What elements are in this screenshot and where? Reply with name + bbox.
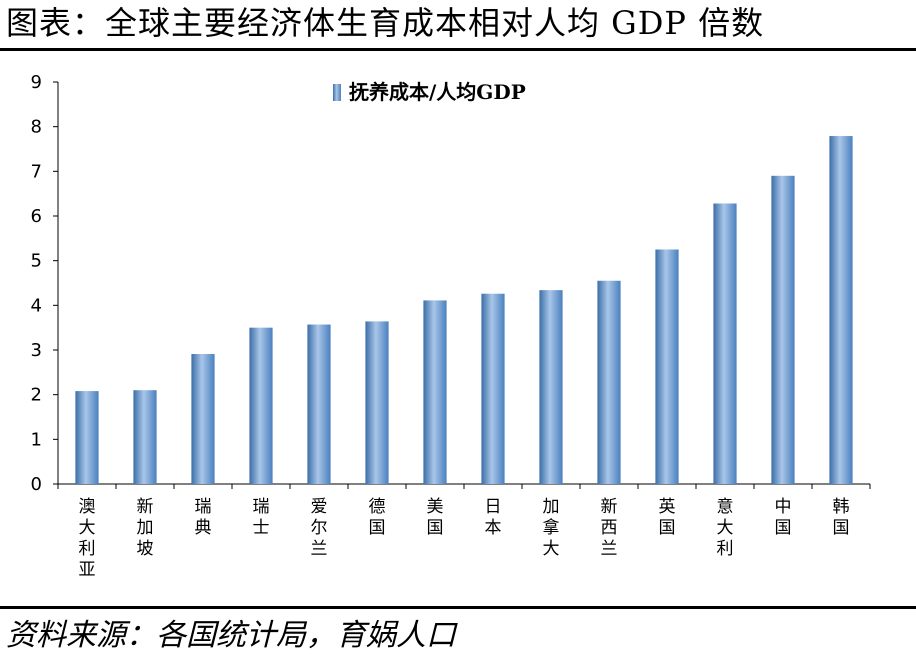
y-tick-label: 1 <box>31 429 42 450</box>
x-tick-label: 意大利 <box>717 497 734 559</box>
x-tick-label: 美国 <box>427 497 444 538</box>
bar <box>423 300 447 484</box>
y-tick-label: 3 <box>31 340 42 361</box>
bar <box>191 354 215 484</box>
legend-label: 抚养成本/人均GDP <box>349 80 526 104</box>
bar <box>307 324 331 484</box>
top-rule <box>0 48 916 51</box>
bar <box>597 280 621 484</box>
x-tick-label: 韩国 <box>833 497 850 538</box>
legend: 抚养成本/人均GDP <box>333 80 526 104</box>
x-tick-label: 德国 <box>369 497 386 538</box>
x-tick-label: 日本 <box>485 497 502 538</box>
bar <box>133 390 157 484</box>
x-tick-label: 瑞士 <box>253 497 270 538</box>
bottom-rule <box>0 606 916 609</box>
bar <box>249 327 273 484</box>
y-tick-label: 5 <box>31 251 42 272</box>
bars <box>75 136 853 485</box>
y-tick-label: 0 <box>31 474 42 495</box>
x-tick-label: 加拿大 <box>543 497 560 559</box>
source-note: 资料来源：各国统计局，育娲人口 <box>6 618 456 653</box>
x-tick-label: 瑞典 <box>195 497 212 538</box>
x-tick-label: 澳大利亚 <box>79 497 96 580</box>
y-tick-label: 6 <box>31 206 42 227</box>
bar <box>365 321 389 484</box>
x-tick-label: 新西兰 <box>601 497 618 559</box>
x-tick-label: 新加坡 <box>137 497 154 559</box>
y-tick-label: 7 <box>31 161 42 182</box>
bar <box>713 203 737 484</box>
bar <box>655 249 679 484</box>
bar <box>771 175 795 485</box>
legend-swatch <box>333 84 341 101</box>
y-tick-label: 9 <box>31 72 42 93</box>
bar <box>481 293 505 484</box>
x-tick-label: 英国 <box>659 497 676 538</box>
x-tick-label: 爱尔兰 <box>311 497 328 559</box>
bar <box>75 391 99 484</box>
bar <box>539 290 563 484</box>
y-tick-label: 8 <box>31 117 42 138</box>
figure-title: 图表：全球主要经济体生育成本相对人均 GDP 倍数 <box>6 4 765 42</box>
y-tick-label: 4 <box>31 295 42 316</box>
y-tick-label: 2 <box>31 385 42 406</box>
x-tick-label: 中国 <box>775 497 792 538</box>
bar <box>829 136 853 484</box>
